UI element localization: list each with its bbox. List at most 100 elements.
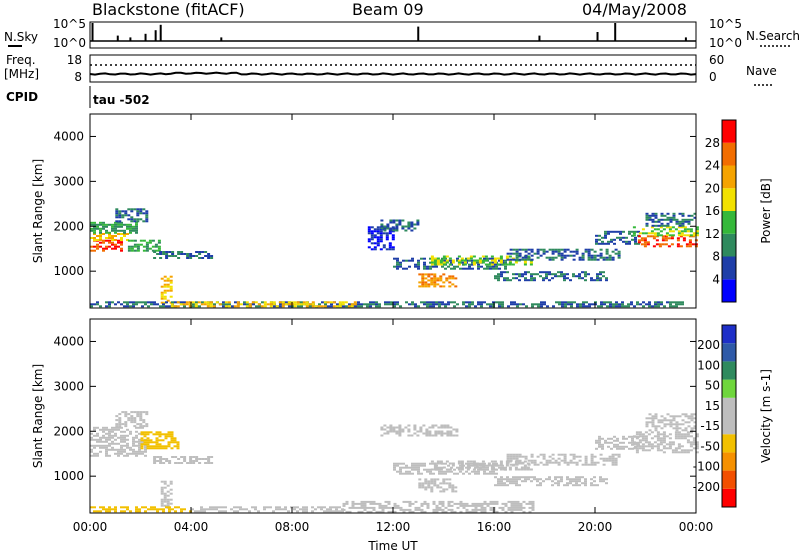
power-ytick-label-3: 4000 — [53, 129, 84, 143]
power-colorbar-segment-4 — [722, 188, 736, 211]
velocity-colorbar-label: Velocity [m s-1] — [759, 369, 773, 463]
station-title: Blackstone (fitACF) — [92, 0, 245, 19]
velocity-region-0 — [90, 426, 147, 457]
velocity-region-12 — [494, 476, 608, 487]
power-colorbar-segment-1 — [722, 256, 736, 280]
power-region-19 — [645, 212, 697, 227]
velocity-region-10 — [418, 478, 458, 493]
power-colorbar-segment-3 — [722, 211, 736, 234]
velocity-region-1 — [115, 411, 149, 428]
power-region-14 — [494, 271, 608, 282]
time-tick-label-5: 20:00 — [578, 520, 613, 534]
velocity-region-3 — [153, 456, 214, 464]
time-axis-label: Time UT — [367, 539, 418, 553]
power-ytick-label-2: 3000 — [53, 174, 84, 188]
power-data — [90, 208, 699, 308]
power-colorbar-segment-7 — [722, 120, 736, 143]
power-colorbar-segment-0 — [722, 279, 736, 302]
velocity-colorbar-frame — [721, 324, 737, 508]
velocity-region-6 — [191, 506, 344, 513]
noise-panel-frame — [89, 21, 697, 49]
power-colorbar-segment-2 — [722, 233, 736, 257]
noise-left-label: N.Sky — [4, 30, 38, 44]
time-tick-label-3: 12:00 — [376, 520, 411, 534]
velocity-ytick-label-3: 4000 — [53, 334, 84, 348]
power-region-6 — [160, 275, 173, 304]
noise-left-tick-bottom: 10^0 — [53, 36, 86, 50]
power-region-15 — [506, 248, 621, 261]
noise-right-tick-bottom: 10^0 — [709, 36, 742, 50]
time-tick-label-1: 04:00 — [174, 520, 209, 534]
freq-right-tick-bottom: 0 — [709, 70, 717, 84]
velocity-colorbar-tick-1: -100 — [693, 460, 720, 474]
freq-label-line2: [MHz] — [4, 67, 39, 81]
freq-label-line1: Freq. — [6, 53, 36, 67]
freq-left-tick-top: 18 — [67, 53, 82, 67]
power-colorbar-tick-5: 24 — [705, 159, 720, 173]
power-colorbar-segment-6 — [722, 142, 736, 166]
cpid-label: CPID — [6, 90, 38, 104]
velocity-region-15 — [632, 431, 699, 454]
power-colorbar-tick-0: 4 — [712, 272, 720, 286]
velocity-ytick-label-1: 2000 — [53, 424, 84, 438]
time-tick-label-0: 00:00 — [73, 520, 108, 534]
freq-left-tick-bottom: 8 — [74, 70, 82, 84]
velocity-colorbar-tick-2: -50 — [700, 439, 720, 453]
velocity-colorbar-segment-4 — [722, 416, 736, 435]
velocity-colorbar-segment-3 — [722, 434, 736, 453]
power-region-5 — [153, 251, 214, 259]
power-colorbar-tick-4: 20 — [705, 181, 720, 195]
velocity-ytick-label-0: 1000 — [53, 469, 84, 483]
power-colorbar-tick-1: 8 — [712, 250, 720, 264]
time-tick-label-2: 08:00 — [275, 520, 310, 534]
power-colorbar-tick-6: 28 — [705, 136, 720, 150]
velocity-data — [90, 411, 699, 513]
power-region-12 — [418, 273, 458, 288]
power-region-2 — [90, 221, 138, 234]
velocity-colorbar-tick-3: -15 — [700, 419, 720, 433]
velocity-region-7 — [342, 500, 535, 513]
freq-panel-frame — [89, 54, 697, 83]
velocity-colorbar: -200 -100 -50 -15 15 50 100 200 — [693, 324, 737, 508]
cpid-value: tau -502 — [93, 93, 150, 107]
velocity-colorbar-segment-7 — [722, 361, 736, 380]
velocity-colorbar-segment-2 — [722, 452, 736, 471]
noise-right-tick-top: 10^5 — [709, 17, 742, 31]
power-colorbar-tick-2: 12 — [705, 227, 720, 241]
power-colorbar-tick-3: 16 — [705, 204, 720, 218]
velocity-region-13 — [506, 453, 621, 466]
noise-right-label: N.Search — [746, 29, 800, 43]
date-label: 04/May/2008 — [582, 0, 687, 19]
power-region-18 — [632, 226, 699, 237]
power-region-9 — [367, 226, 395, 251]
power-region-0 — [90, 239, 123, 252]
velocity-region-14 — [595, 435, 640, 450]
power-y-ticks: 1000 2000 3000 4000 — [53, 129, 696, 278]
power-region-4 — [127, 239, 161, 252]
power-colorbar: 4 8 12 16 20 24 28 — [705, 119, 737, 303]
velocity-colorbar-tick-0: -200 — [693, 480, 720, 494]
freq-right-tick-top: 60 — [709, 53, 724, 67]
velocity-region-2 — [140, 431, 180, 450]
power-colorbar-label: Power [dB] — [759, 178, 773, 243]
power-ytick-label-0: 1000 — [53, 264, 84, 278]
velocity-y-ticks: 1000 2000 3000 4000 — [53, 334, 696, 483]
velocity-y-label: Slant Range [km] — [31, 364, 45, 468]
power-region-10 — [380, 219, 420, 232]
freq-trace — [89, 71, 697, 76]
velocity-region-8 — [380, 424, 459, 437]
power-y-label: Slant Range [km] — [31, 159, 45, 263]
velocity-colorbar-segment-0 — [722, 488, 736, 507]
velocity-colorbar-tick-6: 100 — [697, 358, 720, 372]
velocity-region-5 — [90, 506, 192, 513]
velocity-colorbar-segment-1 — [722, 470, 736, 489]
velocity-region-4 — [160, 480, 173, 509]
velocity-region-16 — [645, 413, 697, 432]
time-tick-label-4: 16:00 — [477, 520, 512, 534]
power-ytick-label-1: 2000 — [53, 219, 84, 233]
time-axis: 00:00 04:00 08:00 12:00 16:00 20:00 00:00 — [73, 114, 713, 534]
velocity-colorbar-tick-7: 200 — [697, 338, 720, 352]
beam-label: Beam 09 — [352, 0, 424, 19]
noise-left-tick-top: 10^5 — [53, 17, 86, 31]
